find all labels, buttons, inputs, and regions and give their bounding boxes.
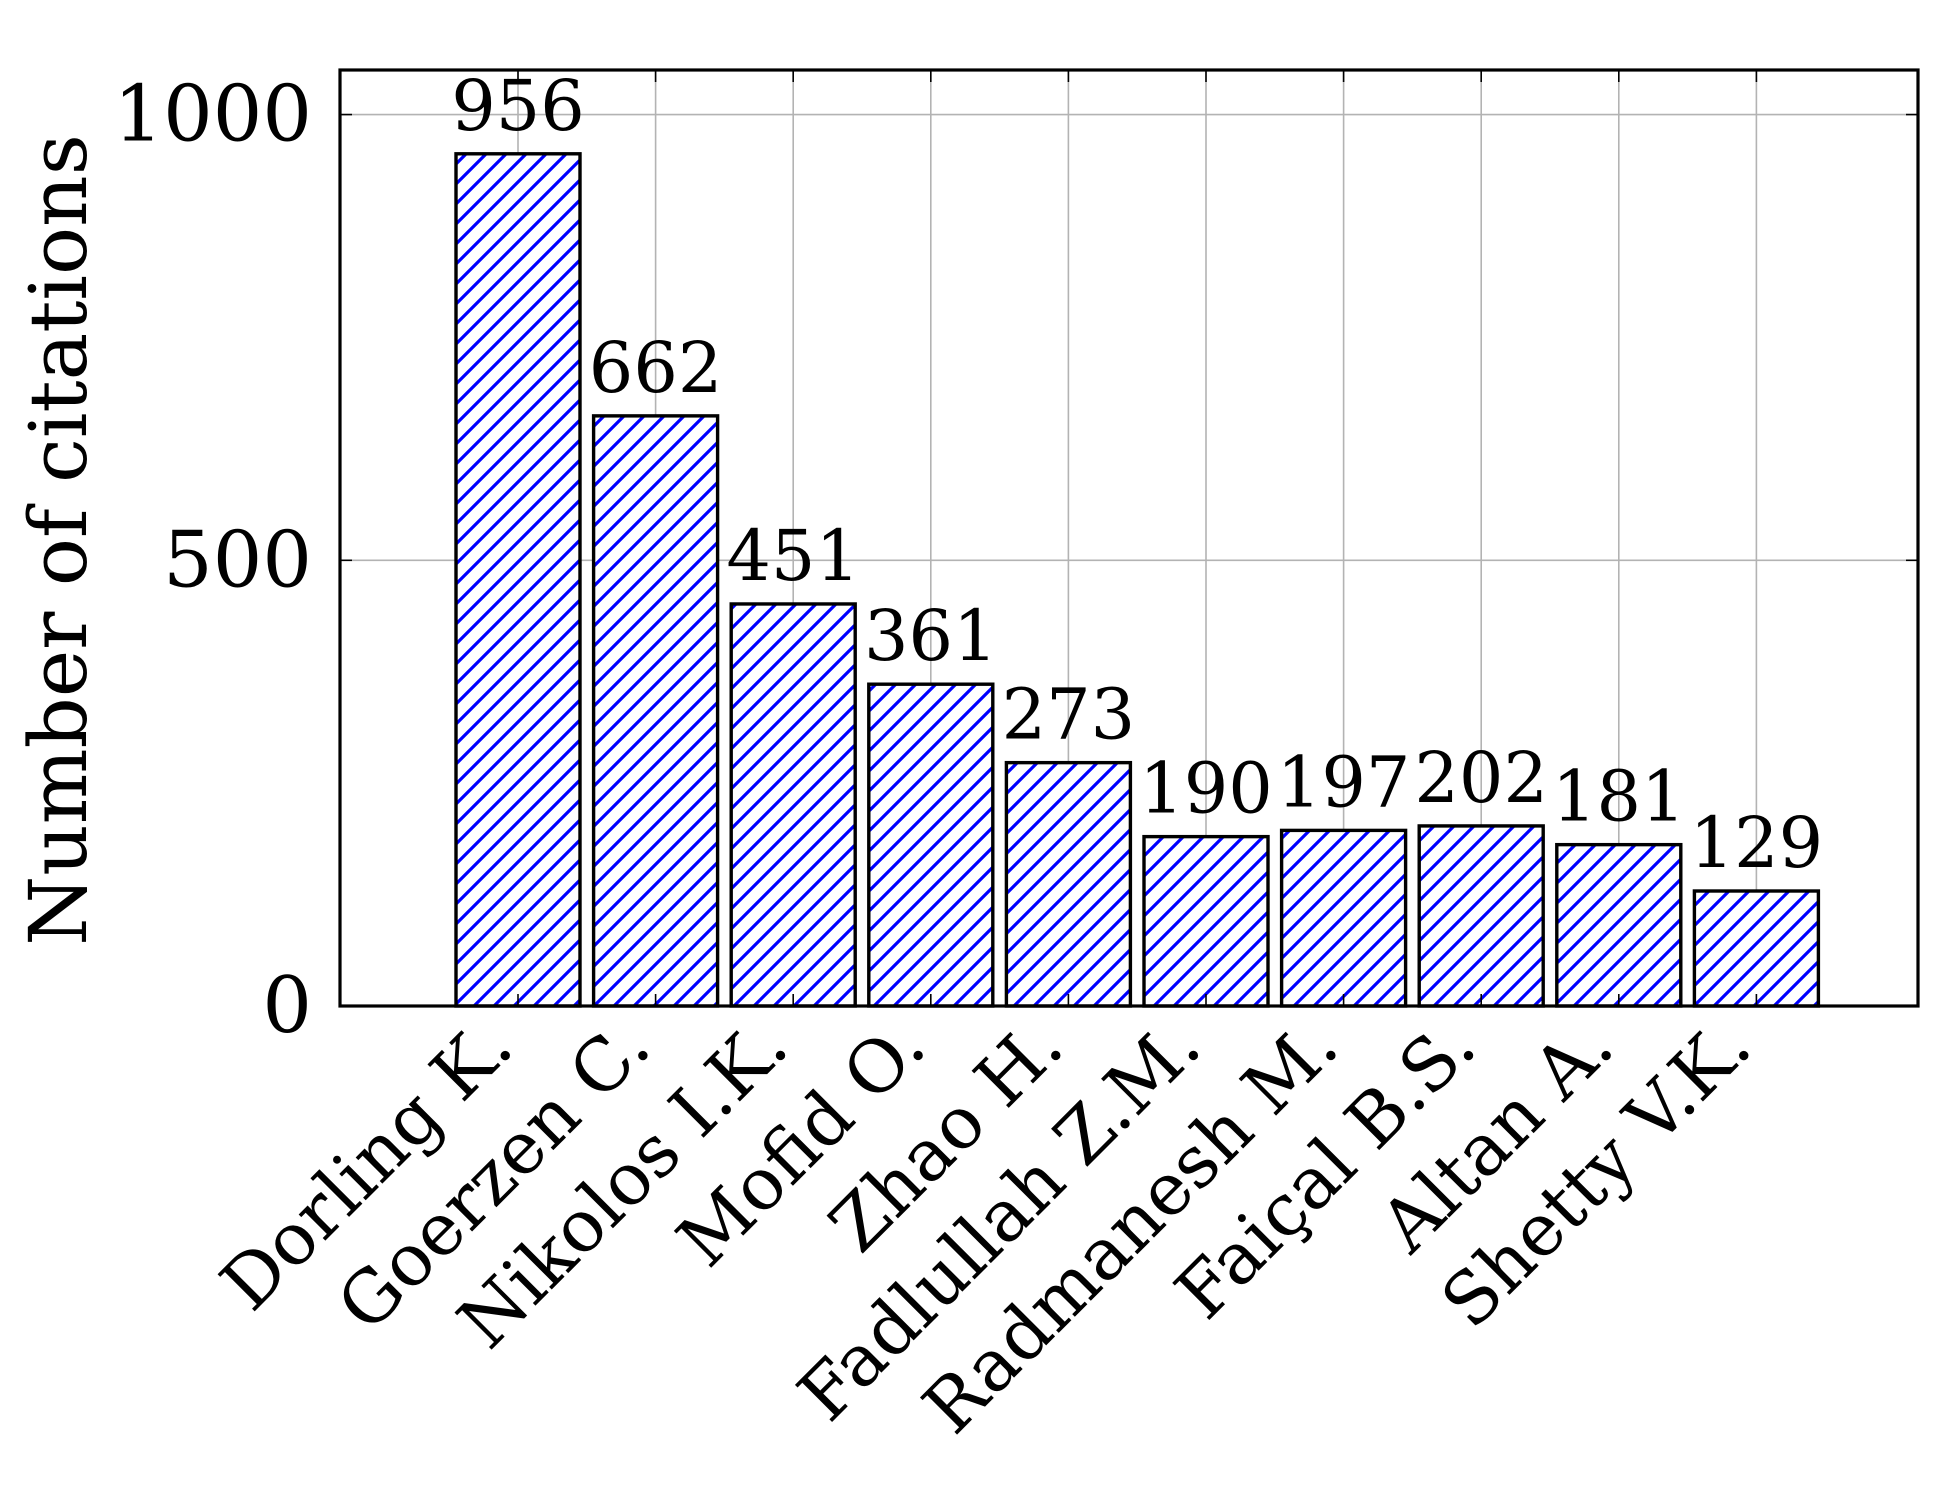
bar: [729, 602, 857, 1008]
bar-value-label: 197: [1277, 741, 1411, 823]
y-tick-label: 1000: [113, 70, 312, 160]
bars: [454, 152, 1821, 1008]
bar: [454, 152, 582, 1008]
tick-marks: [340, 70, 1918, 1007]
bar-value-label: 190: [1139, 748, 1273, 830]
y-tick-label: 500: [163, 515, 312, 605]
bar-value-label: 129: [1690, 802, 1824, 884]
y-tick-label: 0: [262, 961, 312, 1051]
bar-value-label: 662: [589, 327, 723, 409]
bar-value-label: 273: [1002, 674, 1136, 756]
bar: [867, 682, 995, 1008]
bar-value-label: 361: [864, 595, 998, 677]
bar: [1555, 842, 1683, 1008]
bar: [1142, 834, 1270, 1008]
y-axis-title: Number of citations: [12, 134, 105, 946]
y-tick-labels: 0 500 1000: [113, 70, 312, 1051]
bar-value-label: 956: [451, 65, 585, 147]
bar-value-label: 451: [726, 515, 860, 597]
bar-value-label: 181: [1552, 756, 1686, 838]
bar: [591, 414, 720, 1008]
bar: [1004, 760, 1133, 1008]
plot-frame: [338, 68, 1920, 1008]
category-labels: Dorling K.Goerzen C.Nikolos I.K.Mofid O.…: [204, 1003, 1766, 1450]
axes-frame: [338, 68, 1920, 1008]
bar: [1279, 828, 1408, 1008]
bar: [1417, 824, 1545, 1008]
bar: [1692, 889, 1821, 1008]
bar-value-label: 202: [1414, 737, 1548, 819]
